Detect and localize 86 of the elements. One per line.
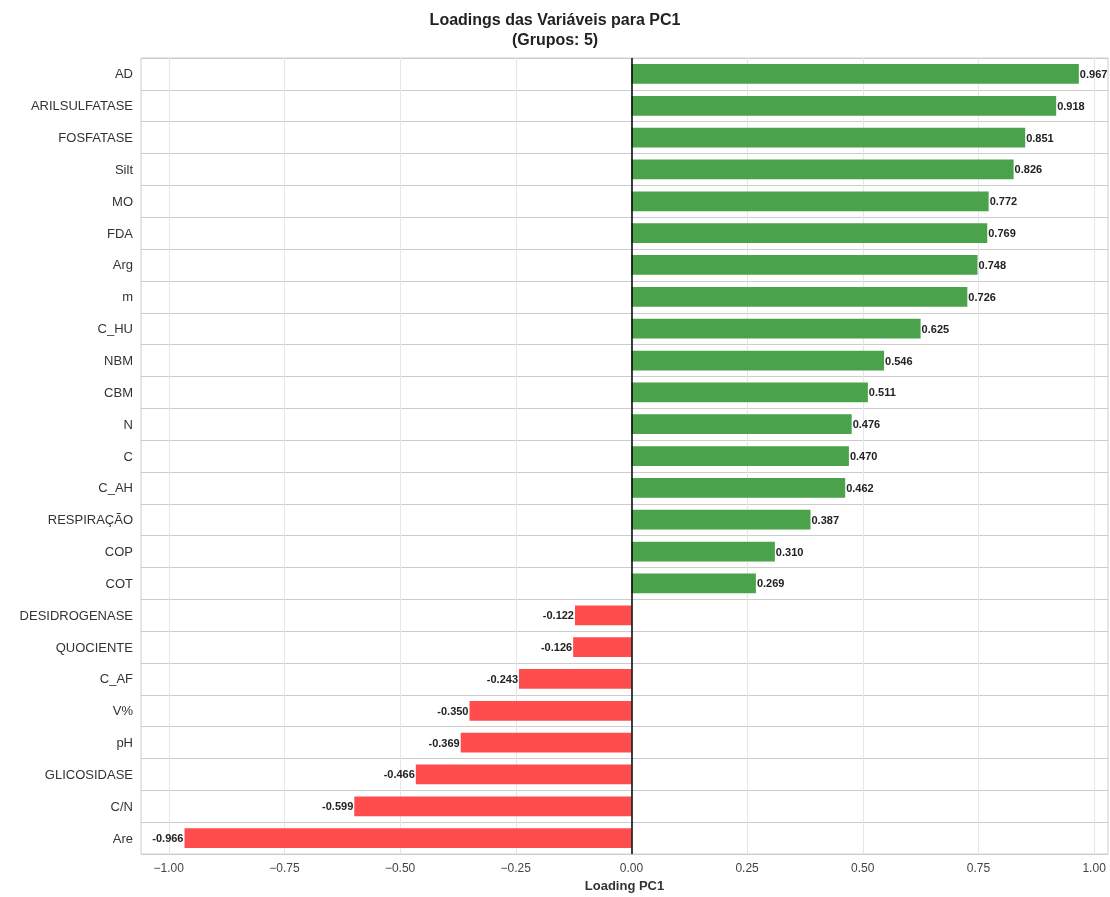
x-tick-label: 0.50 xyxy=(851,861,875,876)
bar xyxy=(631,414,852,435)
data-label: 0.769 xyxy=(988,227,1016,240)
y-tick-label: Silt xyxy=(114,161,134,177)
bar xyxy=(519,669,632,689)
y-tick-label: QUOCIENTE xyxy=(55,639,134,655)
bar xyxy=(460,732,632,753)
bar xyxy=(631,573,756,594)
data-label: -0.369 xyxy=(428,736,460,749)
bar xyxy=(631,286,968,307)
chart-title: Loadings das Variáveis para PC1 (Grupos: 5) xyxy=(429,10,681,48)
data-label: 0.387 xyxy=(811,513,840,526)
x-tick-label: 0.00 xyxy=(619,861,644,876)
y-tick-label: DESIDROGENASE xyxy=(19,607,134,623)
y-tick-label: V% xyxy=(112,703,134,719)
x-tick-label: −0.25 xyxy=(500,861,532,876)
y-tick-label: C xyxy=(123,448,133,464)
data-label: -0.350 xyxy=(437,704,469,717)
y-tick-label: CBM xyxy=(104,384,133,400)
x-tick-label: 0.75 xyxy=(966,861,991,876)
y-tick-label: FDA xyxy=(107,225,134,241)
y-tick-label: FOSFATASE xyxy=(58,130,134,146)
bar xyxy=(631,541,775,562)
bar xyxy=(469,700,632,721)
data-label: -0.243 xyxy=(486,672,519,685)
y-tick-label: GLICOSIDASE xyxy=(44,766,134,782)
data-label: 0.269 xyxy=(756,577,785,590)
data-label: -0.126 xyxy=(540,641,573,654)
bar xyxy=(631,255,978,275)
data-label: 0.772 xyxy=(989,195,1018,208)
bar xyxy=(631,318,921,339)
bar xyxy=(631,64,1079,84)
data-label: 0.826 xyxy=(1014,163,1043,176)
y-tick-label: COP xyxy=(104,544,133,560)
data-label: 0.918 xyxy=(1057,99,1085,112)
y-tick-label: m xyxy=(122,289,133,305)
x-tick-label: −0.50 xyxy=(384,861,416,876)
data-label: -0.466 xyxy=(383,768,415,781)
bar xyxy=(631,223,988,244)
y-tick-label: C_HU xyxy=(97,321,133,337)
y-tick-label: COT xyxy=(105,575,134,591)
bar xyxy=(184,828,632,849)
data-label: 0.470 xyxy=(849,450,878,463)
data-label: 0.462 xyxy=(846,481,874,494)
y-tick-label: C/N xyxy=(110,798,133,814)
data-label: 0.546 xyxy=(885,354,913,367)
data-label: 0.726 xyxy=(968,290,996,303)
y-tick-label: N xyxy=(123,416,133,432)
bar xyxy=(631,382,868,403)
bar xyxy=(631,127,1026,148)
y-tick-label: ARILSULFATASE xyxy=(30,98,134,114)
data-label: 0.967 xyxy=(1079,67,1108,80)
bar xyxy=(354,796,632,817)
data-label: -0.599 xyxy=(322,800,354,813)
bar xyxy=(574,605,632,626)
x-tick-label: 0.25 xyxy=(735,861,760,876)
data-label: 0.476 xyxy=(852,418,881,431)
bar xyxy=(573,637,632,657)
bar xyxy=(631,350,885,371)
bar xyxy=(631,509,811,530)
bar xyxy=(631,478,846,498)
bar xyxy=(631,191,989,212)
data-label: 0.748 xyxy=(978,258,1007,271)
y-tick-label: C_AH xyxy=(98,480,133,496)
bar xyxy=(631,446,849,466)
data-label: -0.122 xyxy=(542,609,574,622)
y-tick-label: MO xyxy=(112,193,133,209)
bar xyxy=(631,95,1057,116)
bar xyxy=(631,159,1014,180)
y-tick-label: Arg xyxy=(112,257,133,273)
y-tick-label: Are xyxy=(112,830,133,846)
data-label: 0.625 xyxy=(921,322,950,335)
y-tick-label: RESPIRAÇÃO xyxy=(47,512,133,528)
data-label: 0.851 xyxy=(1026,131,1054,144)
data-label: -0.966 xyxy=(152,832,184,845)
data-label: 0.511 xyxy=(868,386,896,399)
y-tick-label: NBM xyxy=(104,353,133,369)
bar xyxy=(415,764,632,785)
x-tick-label: 1.00 xyxy=(1082,861,1107,876)
data-label: 0.310 xyxy=(775,545,804,558)
y-tick-label: AD xyxy=(114,66,133,82)
y-tick-label: C_AF xyxy=(99,671,134,687)
x-axis-title: Loading PC1 xyxy=(584,878,665,893)
y-tick-label: pH xyxy=(116,735,133,751)
x-tick-label: −1.00 xyxy=(153,861,185,876)
x-tick-label: −0.75 xyxy=(269,861,300,876)
